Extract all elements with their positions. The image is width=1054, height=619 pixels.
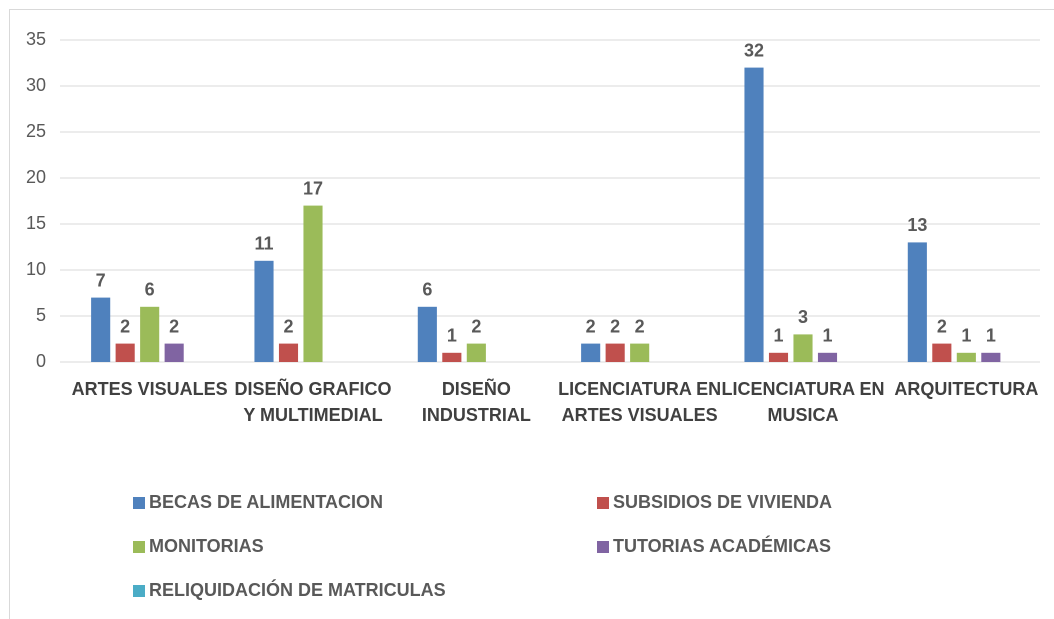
data-label: 1: [822, 326, 832, 346]
y-tick-label: 20: [26, 167, 46, 187]
y-tick-label: 25: [26, 121, 46, 141]
data-label: 2: [586, 316, 596, 336]
bar: [442, 352, 462, 362]
bar: [817, 352, 838, 362]
data-label: 17: [303, 178, 323, 198]
bar: [981, 352, 1001, 362]
x-tick-label: ARQUITECTURA: [894, 379, 1039, 399]
x-tick-label: LICENCIATURA EN ARTES VISUALES: [558, 379, 722, 425]
bar: [907, 242, 927, 362]
bar: [744, 67, 764, 362]
bar: [956, 352, 976, 362]
data-label: 11: [254, 234, 273, 254]
data-label: 2: [610, 316, 620, 336]
y-tick-label: 15: [26, 213, 46, 233]
data-label: 3: [798, 307, 808, 327]
bar: [164, 343, 184, 362]
x-tick-label: DISEÑO GRAFICO Y MULTIMEDIAL: [234, 379, 392, 425]
legend-label: RELIQUIDACIÓN DE MATRICULAS: [149, 579, 446, 600]
bar: [630, 343, 650, 362]
bar: [768, 352, 789, 362]
data-label: 6: [145, 280, 155, 300]
legend-label: MONITORIAS: [149, 536, 264, 556]
legend-label: SUBSIDIOS DE VIVIENDA: [613, 492, 832, 512]
bar: [254, 260, 274, 362]
data-label: 1: [961, 326, 971, 346]
data-label: 1: [447, 326, 457, 346]
legend-label: TUTORIAS ACADÉMICAS: [613, 535, 831, 556]
data-label: 1: [986, 326, 996, 346]
data-label: 32: [744, 40, 764, 60]
bar: [581, 343, 601, 362]
data-label: 7: [96, 270, 106, 290]
y-tick-label: 0: [36, 351, 46, 371]
chart-frame: [9, 9, 1054, 619]
bar: [417, 306, 437, 362]
bar: [932, 343, 952, 362]
legend-swatch: [597, 497, 609, 509]
x-tick-label: DISEÑO INDUSTRIAL: [421, 379, 531, 425]
legend-swatch: [133, 585, 145, 597]
y-tick-label: 35: [26, 29, 46, 49]
legend-swatch: [133, 497, 145, 509]
x-tick-label: LICENCIATURA EN MUSICA: [721, 379, 885, 425]
y-tick-label: 5: [36, 305, 46, 325]
data-label: 13: [907, 215, 927, 235]
data-label: 6: [422, 280, 432, 300]
data-label: 2: [937, 316, 947, 336]
data-label: 2: [169, 316, 179, 336]
bar: [466, 343, 486, 362]
legend-swatch: [133, 541, 145, 553]
data-label: 2: [283, 316, 293, 336]
bar: [278, 343, 299, 362]
y-tick-label: 30: [26, 75, 46, 95]
data-label: 2: [635, 316, 645, 336]
legend-swatch: [597, 541, 609, 553]
bar: [91, 297, 111, 362]
y-tick-label: 10: [26, 259, 46, 279]
bar: [793, 334, 813, 362]
x-tick-label: ARTES VISUALES: [71, 379, 228, 399]
bar: [140, 306, 160, 362]
bar: [605, 343, 625, 362]
data-label: 1: [773, 326, 783, 346]
data-label: 2: [120, 316, 130, 336]
data-label: 2: [471, 316, 481, 336]
legend-label: BECAS DE ALIMENTACION: [149, 492, 383, 512]
bar: [303, 205, 323, 362]
bar: [115, 343, 135, 362]
